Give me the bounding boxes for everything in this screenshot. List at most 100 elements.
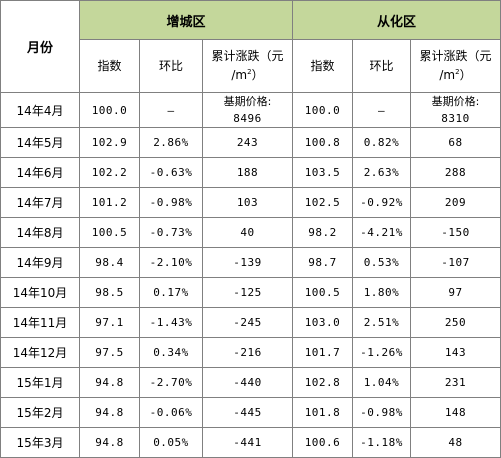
month-cell: 14年12月 [0,337,80,368]
month-cell: 15年1月 [0,367,80,398]
zengcheng-cumulative-cell: -139 [202,247,293,278]
table-row: 15年2月 94.8 -0.06% -445 101.8 -0.98% 148 [0,397,501,428]
table-row: 14年4月 100.0 — 基期价格: 8496 100.0 — 基期价格: 831… [0,92,501,128]
month-cell: 14年8月 [0,217,80,248]
table-row: 14年10月 98.5 0.17% -125 100.5 1.80% 97 [0,277,501,308]
month-cell: 14年11月 [0,307,80,338]
zengcheng-change-cell: -1.43% [139,307,203,338]
zengcheng-index-cell: 94.8 [79,397,140,428]
conghua-change-cell: — [352,92,411,128]
zengcheng-district-header: 增城区 [79,0,293,40]
zengcheng-change-cell: -0.63% [139,157,203,188]
zengcheng-change-cell: 0.34% [139,337,203,368]
zengcheng-cumulative-cell: -445 [202,397,293,428]
conghua-index-cell: 100.8 [292,127,353,158]
conghua-change-cell: 0.53% [352,247,411,278]
conghua-change-cell: 1.04% [352,367,411,398]
conghua-cumulative-cell: 148 [410,397,501,428]
zengcheng-cumulative-cell: -441 [202,427,293,458]
zengcheng-change-cell: — [139,92,203,128]
conghua-cumulative-cell: 288 [410,157,501,188]
table-row: 14年9月 98.4 -2.10% -139 98.7 0.53% -107 [0,247,501,278]
zengcheng-change-cell: 0.05% [139,427,203,458]
zengcheng-change-cell: 2.86% [139,127,203,158]
conghua-cumulative-cell: 231 [410,367,501,398]
zengcheng-index-cell: 100.5 [79,217,140,248]
month-cell: 15年2月 [0,397,80,428]
zengcheng-change-cell: 0.17% [139,277,203,308]
month-cell: 15年3月 [0,427,80,458]
zengcheng-index-cell: 100.0 [79,92,140,128]
conghua-cumulative-cell: -107 [410,247,501,278]
zengcheng-change-cell: -0.98% [139,187,203,218]
conghua-index-header: 指数 [292,39,353,93]
conghua-cumulative-cell: 48 [410,427,501,458]
month-cell: 14年5月 [0,127,80,158]
conghua-cumulative-cell: 143 [410,337,501,368]
table-row: 15年1月 94.8 -2.70% -440 102.8 1.04% 231 [0,367,501,398]
month-cell: 14年4月 [0,92,80,128]
conghua-change-cell: -0.92% [352,187,411,218]
conghua-index-cell: 100.0 [292,92,353,128]
zengcheng-cumulative-cell: 243 [202,127,293,158]
zengcheng-cumulative-cell: -125 [202,277,293,308]
conghua-change-cell: -0.98% [352,397,411,428]
table-row: 14年12月 97.5 0.34% -216 101.7 -1.26% 143 [0,337,501,368]
conghua-index-cell: 101.7 [292,337,353,368]
conghua-index-cell: 102.5 [292,187,353,218]
zengcheng-change-cell: -0.73% [139,217,203,248]
zengcheng-change-header: 环比 [139,39,203,93]
conghua-index-cell: 100.6 [292,427,353,458]
month-column-header: 月份 [0,0,80,93]
zengcheng-change-cell: -0.06% [139,397,203,428]
zengcheng-index-cell: 101.2 [79,187,140,218]
table-row: 14年7月 101.2 -0.98% 103 102.5 -0.92% 209 [0,187,501,218]
table-row: 14年6月 102.2 -0.63% 188 103.5 2.63% 288 [0,157,501,188]
zengcheng-cumulative-cell: -440 [202,367,293,398]
conghua-base-price-cell: 基期价格: 8310 [410,92,501,128]
conghua-cumulative-header: 累计涨跌（元/m2） [410,39,501,93]
conghua-index-cell: 101.8 [292,397,353,428]
zengcheng-index-header: 指数 [79,39,140,93]
zengcheng-base-price-cell: 基期价格: 8496 [202,92,293,128]
zengcheng-cumulative-cell: 188 [202,157,293,188]
zengcheng-change-cell: -2.70% [139,367,203,398]
conghua-change-cell: 2.63% [352,157,411,188]
conghua-index-cell: 98.7 [292,247,353,278]
zengcheng-index-cell: 98.5 [79,277,140,308]
table-row: 14年11月 97.1 -1.43% -245 103.0 2.51% 250 [0,307,501,338]
zengcheng-cumulative-cell: -216 [202,337,293,368]
zengcheng-index-cell: 98.4 [79,247,140,278]
conghua-change-cell: -1.18% [352,427,411,458]
conghua-cumulative-cell: 250 [410,307,501,338]
conghua-change-cell: 0.82% [352,127,411,158]
conghua-change-cell: -4.21% [352,217,411,248]
zengcheng-index-cell: 102.9 [79,127,140,158]
conghua-index-cell: 103.0 [292,307,353,338]
month-cell: 14年9月 [0,247,80,278]
month-cell: 14年6月 [0,157,80,188]
zengcheng-cumulative-cell: -245 [202,307,293,338]
zengcheng-index-cell: 97.1 [79,307,140,338]
conghua-cumulative-cell: 209 [410,187,501,218]
conghua-cumulative-cell: -150 [410,217,501,248]
table-row: 14年5月 102.9 2.86% 243 100.8 0.82% 68 [0,127,501,158]
zengcheng-cumulative-header: 累计涨跌（元/m2） [202,39,293,93]
zengcheng-index-cell: 102.2 [79,157,140,188]
month-cell: 14年10月 [0,277,80,308]
zengcheng-cumulative-cell: 103 [202,187,293,218]
conghua-change-cell: 2.51% [352,307,411,338]
table-row: 14年8月 100.5 -0.73% 40 98.2 -4.21% -150 [0,217,501,248]
conghua-cumulative-cell: 68 [410,127,501,158]
conghua-change-cell: -1.26% [352,337,411,368]
conghua-cumulative-cell: 97 [410,277,501,308]
conghua-change-cell: 1.80% [352,277,411,308]
table-row: 15年3月 94.8 0.05% -441 100.6 -1.18% 48 [0,427,501,458]
conghua-index-cell: 98.2 [292,217,353,248]
conghua-index-cell: 103.5 [292,157,353,188]
conghua-index-cell: 102.8 [292,367,353,398]
conghua-index-cell: 100.5 [292,277,353,308]
month-cell: 14年7月 [0,187,80,218]
zengcheng-index-cell: 97.5 [79,337,140,368]
